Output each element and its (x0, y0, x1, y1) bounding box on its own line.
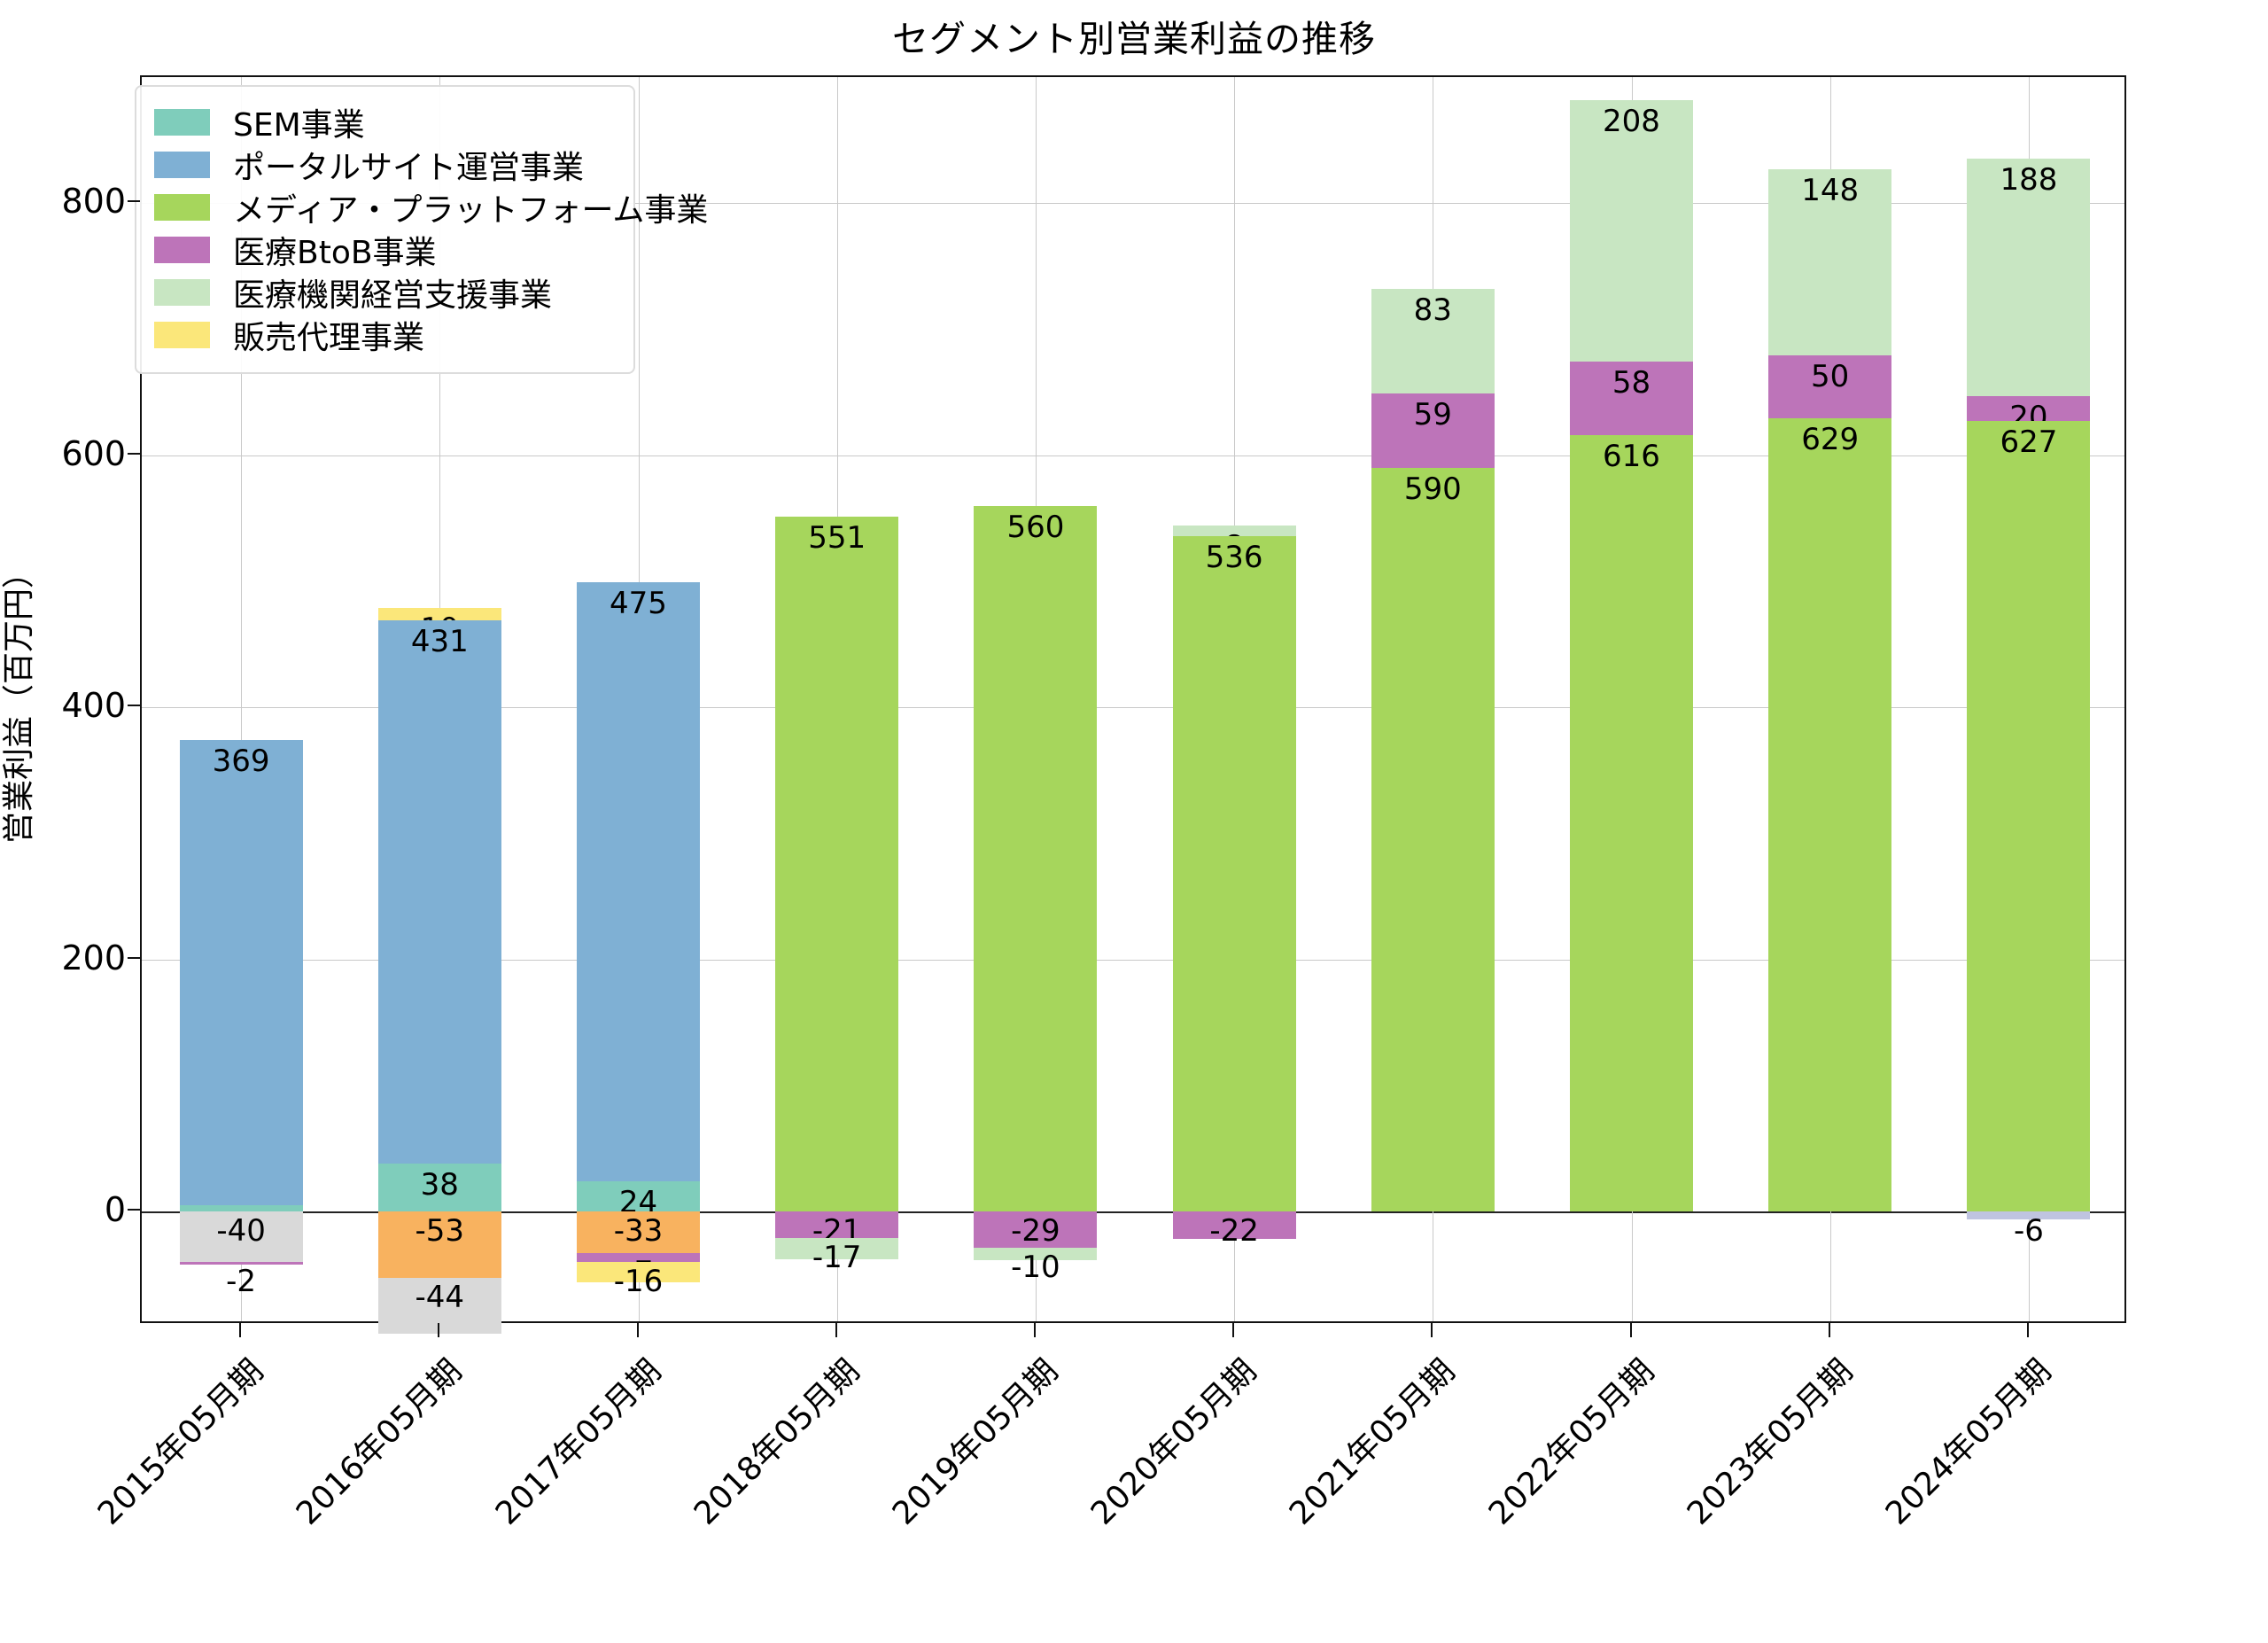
y-tick-label: 800 (61, 182, 126, 222)
bar-segment[interactable] (775, 517, 899, 1211)
y-tick-label: 400 (61, 686, 126, 726)
bar-segment[interactable] (1967, 395, 2091, 422)
bar-segment[interactable] (775, 1211, 899, 1238)
x-gridline (241, 77, 243, 1321)
y-tick-mark (128, 705, 140, 707)
bar-segment[interactable] (576, 582, 700, 1181)
chart-figure: セグメント別営業利益の推移 営業利益（百万円） 3695-40-21043138… (1, 18, 2126, 1532)
chart-legend: SEM事業ポータルサイト運営事業メディア・プラットフォーム事業 医療BtoB事業医… (135, 85, 708, 374)
x-tick-mark (2026, 1323, 2029, 1337)
bar-group[interactable]: 1043138-53-44 (377, 77, 501, 1334)
bar-segment[interactable] (377, 1211, 501, 1279)
bar-segment[interactable] (1569, 99, 1693, 362)
y-tick-label: 600 (61, 433, 126, 473)
x-tick-mark (1033, 1323, 1036, 1337)
bar-group[interactable]: 560 -29 -10 (974, 77, 1098, 1321)
legend-swatch-icon (154, 194, 210, 221)
bar-segment[interactable] (576, 1211, 700, 1253)
legend-item-label: 医療BtoB事業 (233, 235, 437, 271)
bar-segment[interactable] (974, 1248, 1098, 1261)
bar-segment[interactable] (377, 607, 501, 620)
bar-segment[interactable] (1768, 355, 1892, 419)
legend-swatch-icon (154, 237, 210, 263)
bar-segment[interactable] (1172, 535, 1296, 1211)
bar-group[interactable]: 188 20 627 -6 (1967, 77, 2091, 1321)
legend-item[interactable]: ポータルサイト運営事業 (154, 144, 616, 186)
legend-item-label: SEM事業 (233, 107, 365, 144)
x-tick-mark (1629, 1323, 1632, 1337)
bar-group[interactable]: 208 58 616 (1569, 77, 1693, 1321)
bar-segment[interactable] (179, 1211, 303, 1262)
bar-segment[interactable] (179, 1204, 303, 1211)
legend-item[interactable]: 医療BtoB事業 (154, 229, 616, 271)
legend-swatch-icon (154, 152, 210, 178)
x-tick-mark (835, 1323, 837, 1337)
legend-item[interactable]: 販売代理事業 (154, 314, 616, 356)
bar-segment[interactable] (576, 1252, 700, 1262)
bar-segment[interactable] (1371, 288, 1495, 393)
legend-swatch-icon (154, 322, 210, 348)
chart-title: セグメント別営業利益の推移 (892, 18, 1376, 60)
zero-line (142, 1211, 2124, 1213)
bar-segment[interactable] (377, 1278, 501, 1334)
bar-segment[interactable] (179, 1261, 303, 1265)
y-tick-label: 0 (104, 1190, 126, 1229)
bar-segment[interactable] (1967, 421, 2091, 1211)
plot-inner: 3695-40-21043138-53-4447524-33-7-16551-2… (142, 77, 2124, 1334)
bar-segment[interactable] (1569, 362, 1693, 435)
bar-segment[interactable] (1172, 1211, 1296, 1240)
x-tick-mark (1232, 1323, 1235, 1337)
bar-segment[interactable] (377, 619, 501, 1164)
bar-segment[interactable] (1967, 1211, 2091, 1219)
bar-segment[interactable] (576, 1180, 700, 1211)
legend-item[interactable]: 医療機関経営支援事業 (154, 271, 616, 314)
plot-area: 3695-40-21043138-53-4447524-33-7-16551-2… (140, 75, 2126, 1334)
bar-segment[interactable] (377, 1163, 501, 1211)
y-gridline (142, 203, 2124, 205)
bar-segment[interactable] (1371, 393, 1495, 468)
bar-group[interactable]: 83 59 590 (1371, 77, 1495, 1321)
x-tick-mark (1431, 1323, 1433, 1337)
y-gridline (142, 959, 2124, 961)
legend-item-label: 販売代理事業 (233, 320, 425, 356)
legend-item-label: 医療機関経営支援事業 (233, 277, 553, 314)
bar-segment[interactable] (179, 740, 303, 1205)
y-tick-label: 200 (61, 938, 126, 977)
bar-group[interactable]: 551 -21 -17 (775, 77, 899, 1321)
legend-item[interactable]: メディア・プラットフォーム事業 (154, 186, 708, 229)
x-tick-mark (636, 1323, 639, 1337)
bar-segment-label: -2 (226, 1263, 257, 1299)
y-tick-mark (128, 1209, 140, 1211)
bar-segment[interactable] (1768, 418, 1892, 1211)
bar-group[interactable]: 148 50 629 (1768, 77, 1892, 1321)
bar-segment[interactable] (974, 505, 1098, 1211)
bar-segment[interactable] (1371, 467, 1495, 1211)
x-tick-mark (438, 1323, 440, 1337)
bar-segment[interactable] (1172, 526, 1296, 536)
legend-item[interactable]: SEM事業 (154, 101, 616, 144)
bar-group[interactable]: 8536-22 (1172, 77, 1296, 1321)
bar-segment[interactable] (576, 1261, 700, 1282)
x-tick-mark (1828, 1323, 1830, 1337)
x-tick-mark (239, 1323, 242, 1337)
y-tick-mark (128, 956, 140, 959)
bar-segment[interactable] (775, 1237, 899, 1260)
legend-swatch-icon (154, 279, 210, 306)
bar-segment[interactable] (1967, 159, 2091, 396)
legend-item-label: メディア・プラットフォーム事業 (233, 192, 709, 229)
y-tick-mark (128, 200, 140, 203)
y-tick-mark (128, 452, 140, 455)
bar-segment[interactable] (1569, 434, 1693, 1211)
legend-item-label: ポータルサイト運営事業 (233, 150, 585, 186)
bar-segment[interactable] (974, 1211, 1098, 1249)
y-gridline (142, 707, 2124, 709)
legend-swatch-icon (154, 109, 210, 136)
bar-segment[interactable] (1768, 168, 1892, 356)
